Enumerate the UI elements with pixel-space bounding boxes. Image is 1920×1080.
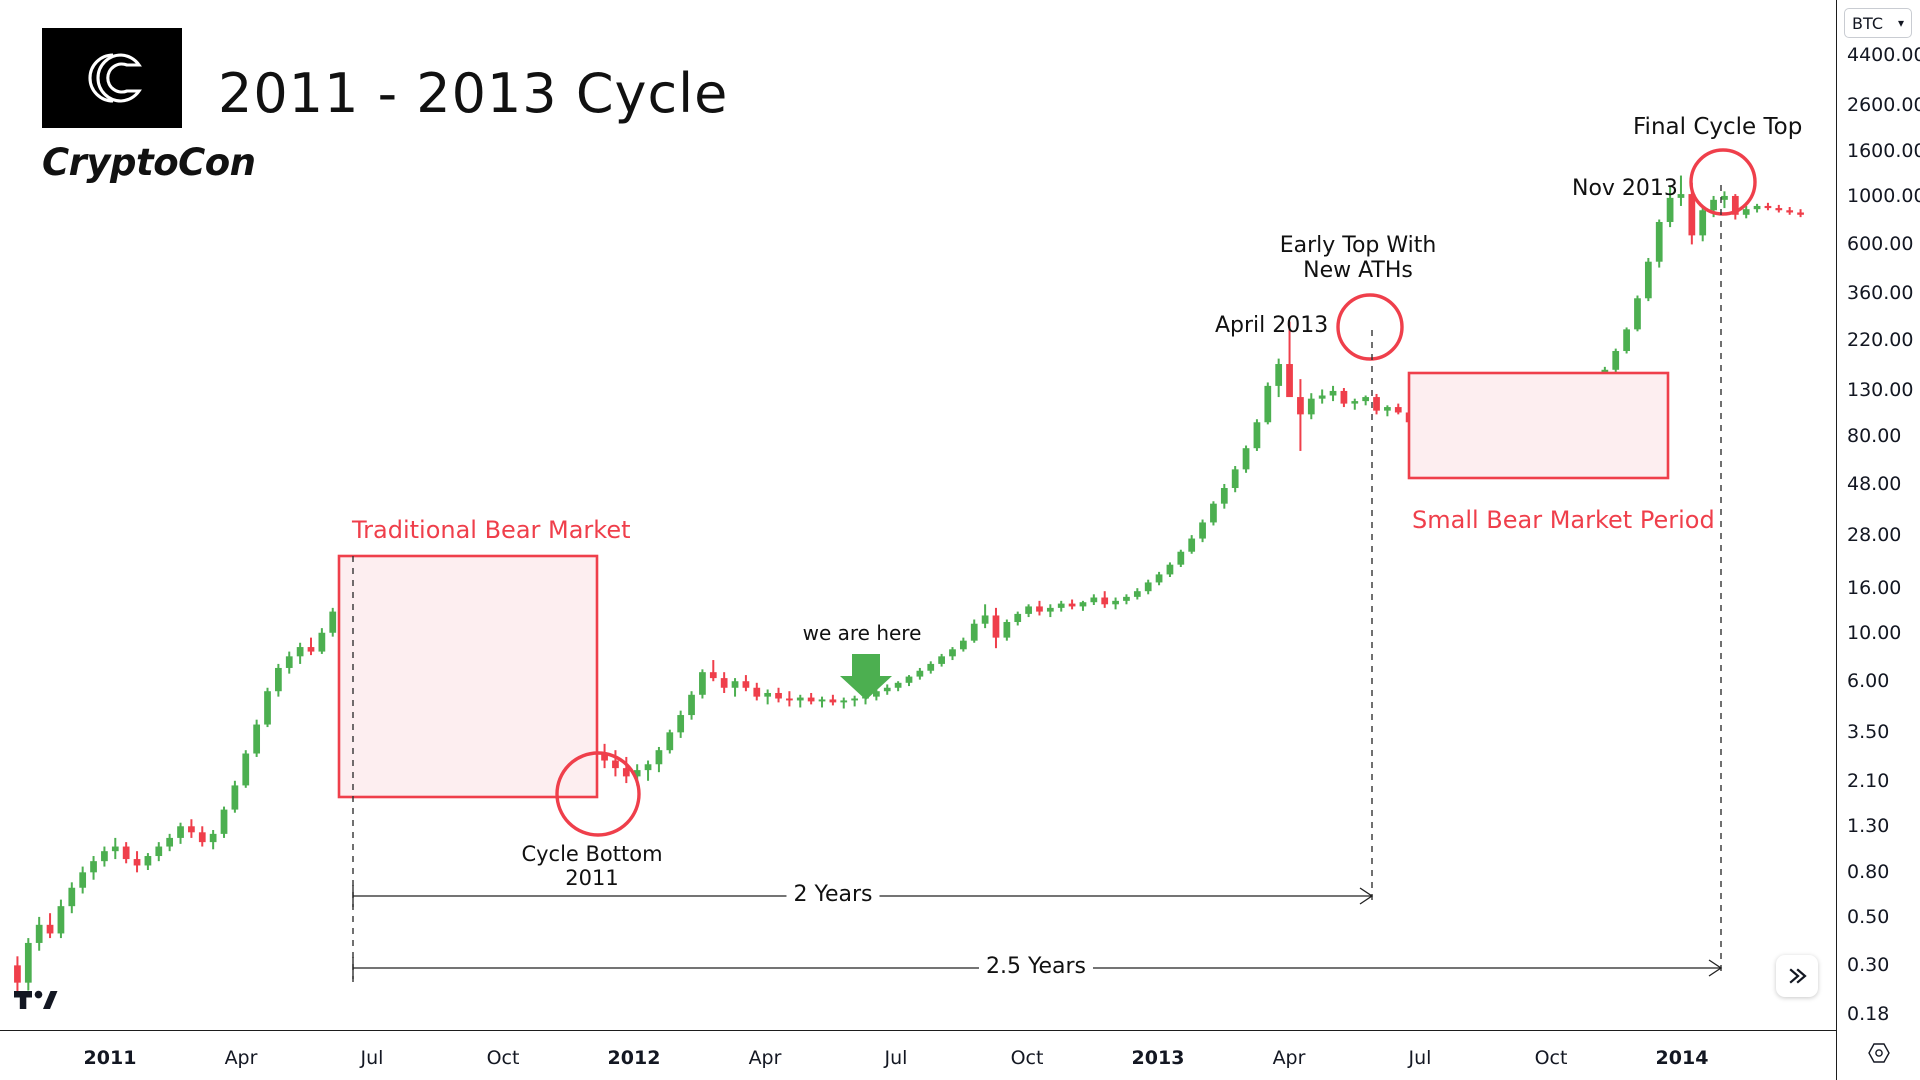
candlestick-series [14, 175, 1804, 995]
annotation-early-top-line1: Early Top With [1279, 233, 1437, 258]
price-tick: 10.00 [1847, 621, 1902, 644]
time-tick: 2012 [607, 1047, 661, 1069]
time-tick: Jul [1408, 1047, 1432, 1069]
time-tick: 2013 [1131, 1047, 1185, 1069]
time-tick: Apr [224, 1047, 258, 1069]
price-tick: 0.50 [1847, 905, 1890, 928]
annotation-span-2-years: 2 Years [786, 882, 880, 908]
cryptocon-c-logo-icon [42, 28, 182, 128]
price-axis[interactable]: 4400.00 2600.00 1600.00 1000.00 600.00 360.00… [1836, 0, 1920, 1030]
price-tick: 2600.00 [1847, 94, 1920, 117]
annotation-we-are-here: we are here [802, 621, 922, 645]
price-tick: 4400.00 [1847, 44, 1920, 67]
crosshair-target-icon [1867, 1042, 1890, 1069]
price-tick: 1600.00 [1847, 140, 1920, 163]
time-tick: Oct [1010, 1047, 1044, 1069]
early-top-circle [1336, 293, 1404, 361]
brand-block: CryptoCon [42, 28, 256, 181]
time-tick: 2011 [83, 1047, 137, 1069]
time-tick: Apr [748, 1047, 782, 1069]
annotation-cycle-bottom-line2: 2011 [565, 865, 619, 890]
expand-chart-button[interactable] [1776, 955, 1818, 997]
annotation-span-2-5-years: 2.5 Years [978, 954, 1094, 980]
price-tick: 28.00 [1847, 524, 1902, 547]
tradingview-logo-icon[interactable] [14, 980, 58, 1020]
annotation-final-cycle-top: Final Cycle Top [1633, 114, 1803, 140]
price-tick: 80.00 [1847, 424, 1902, 447]
price-tick: 220.00 [1847, 328, 1914, 351]
price-tick: 600.00 [1847, 233, 1914, 256]
price-tick: 130.00 [1847, 378, 1914, 401]
brand-name: CryptoCon [42, 141, 256, 184]
annotation-traditional-bear-market: Traditional Bear Market [352, 516, 631, 544]
price-tick: 16.00 [1847, 577, 1902, 600]
cycle-bottom-circle [555, 751, 641, 837]
span-2-years-arrowhead [1359, 887, 1374, 905]
annotation-small-bear-market: Small Bear Market Period [1412, 506, 1715, 534]
symbol-label: BTC [1852, 13, 1883, 33]
price-tick: 360.00 [1847, 281, 1914, 304]
annotation-nov-2013: Nov 2013 [1572, 176, 1678, 201]
price-tick: 1.30 [1847, 815, 1890, 838]
time-tick: 2014 [1655, 1047, 1709, 1069]
price-tick: 6.00 [1847, 670, 1890, 693]
time-tick: Jul [884, 1047, 908, 1069]
time-axis[interactable]: 2011 Apr Jul Oct 2012 Apr Jul Oct 2013 Apr Jul Oct 2… [0, 1030, 1920, 1080]
price-tick: 0.30 [1847, 954, 1890, 977]
page-title: 2011 - 2013 Cycle [218, 62, 729, 125]
annotation-cycle-bottom: Cycle Bottom 2011 [521, 842, 663, 891]
annotation-april-2013: April 2013 [1215, 313, 1329, 338]
price-tick: 3.50 [1847, 721, 1890, 744]
symbol-selector[interactable]: BTC ▾ [1844, 8, 1912, 38]
double-chevron-right-icon [1786, 966, 1808, 986]
annotation-cycle-bottom-line1: Cycle Bottom [521, 842, 663, 866]
time-tick: Jul [360, 1047, 384, 1069]
chevron-down-icon: ▾ [1897, 16, 1904, 30]
axis-corner[interactable] [1836, 1030, 1920, 1080]
annotation-early-top-line2: New ATHs [1303, 258, 1413, 284]
span-2-5-years-arrowhead [1708, 959, 1723, 977]
we-are-here-arrow-icon [840, 654, 892, 700]
price-tick: 48.00 [1847, 473, 1902, 495]
price-tick: 0.18 [1847, 1002, 1890, 1025]
price-tick: 1000.00 [1847, 185, 1920, 207]
traditional-bear-market-box [337, 554, 599, 799]
small-bear-market-box [1407, 371, 1670, 480]
final-cycle-top-circle [1689, 148, 1757, 216]
time-tick: Oct [486, 1047, 520, 1069]
price-tick: 2.10 [1847, 769, 1890, 792]
price-tick: 0.80 [1847, 861, 1890, 884]
time-tick: Oct [1534, 1047, 1568, 1069]
time-tick: Apr [1272, 1047, 1306, 1069]
annotation-early-top: Early Top With New ATHs [1280, 233, 1437, 283]
